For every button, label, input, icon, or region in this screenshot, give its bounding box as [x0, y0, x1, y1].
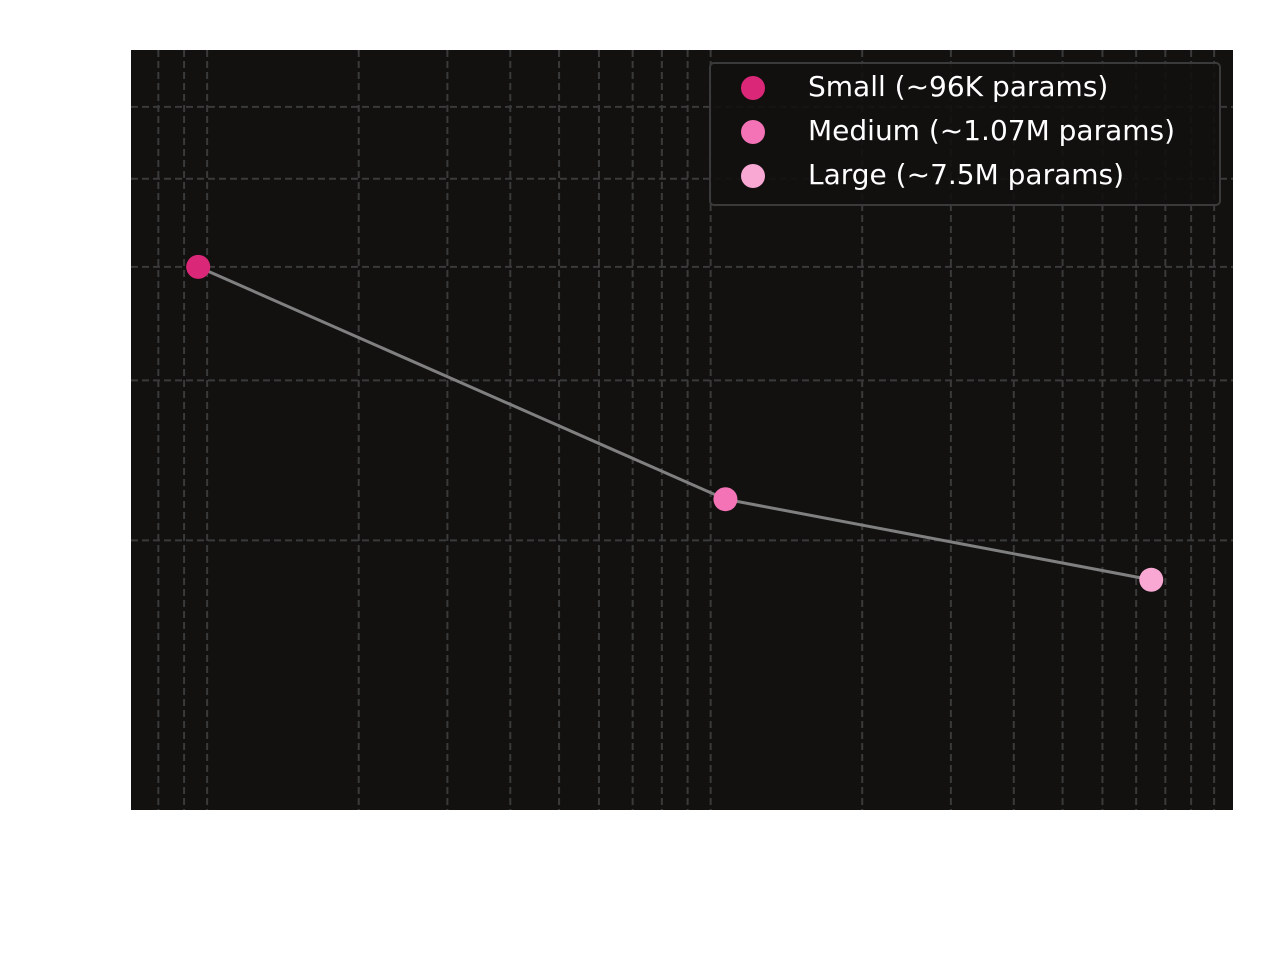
legend-marker — [741, 164, 765, 188]
legend-marker — [741, 76, 765, 100]
legend-label: Small (~96K params) — [808, 70, 1108, 103]
data-point — [1139, 567, 1164, 592]
legend-label: Large (~7.5M params) — [808, 158, 1124, 191]
legend-marker — [741, 120, 765, 144]
legend-label: Medium (~1.07M params) — [808, 114, 1175, 147]
legend-box — [709, 62, 1221, 206]
data-point — [186, 254, 211, 279]
data-point — [713, 487, 738, 512]
